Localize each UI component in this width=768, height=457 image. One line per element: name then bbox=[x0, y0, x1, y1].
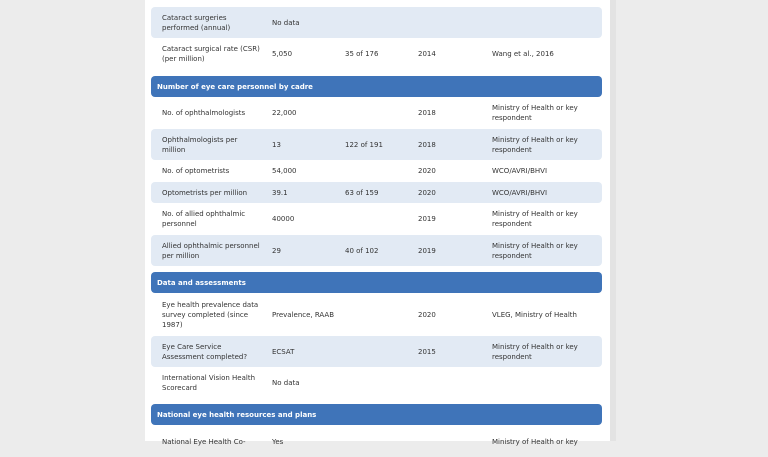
rank: 40 of 102 bbox=[345, 246, 379, 255]
value: 40000 bbox=[272, 215, 295, 223]
content-panel: Cataract surgeries performed (annual) No … bbox=[145, 0, 610, 446]
indicator-label: Eye health prevalence data survey comple… bbox=[162, 300, 259, 329]
table-row: Eye health prevalence data survey comple… bbox=[151, 294, 602, 335]
table-row: National Eye Health Co- Yes Ministry of He… bbox=[151, 427, 602, 457]
table-row: Cataract surgeries performed (annual) No … bbox=[151, 7, 602, 38]
section-header: National eye health resources and plans bbox=[151, 404, 602, 425]
rank: 122 of 191 bbox=[345, 140, 383, 149]
value: No data bbox=[272, 18, 300, 27]
indicator-label: Optometrists per million bbox=[162, 188, 248, 197]
source: Ministry of Health or key respondent bbox=[492, 342, 578, 361]
table-row: Cataract surgical rate (CSR) (per millio… bbox=[151, 38, 602, 70]
table-row: International Vision Health Scorecard No … bbox=[151, 368, 602, 398]
value: Yes bbox=[272, 438, 284, 446]
indicator-label: No. of allied ophthalmic personnel bbox=[162, 210, 246, 228]
table-row: No. of ophthalmologists 22,000 2018 Ministr… bbox=[151, 98, 602, 128]
value: 22,000 bbox=[272, 109, 297, 117]
value: 39.1 bbox=[272, 188, 288, 197]
year: 2014 bbox=[418, 50, 436, 58]
source: Ministry of Health or key respondent bbox=[492, 241, 578, 260]
source: Wang et al., 2016 bbox=[492, 50, 554, 58]
section-header: Data and assessments bbox=[151, 272, 602, 293]
indicator-label: Cataract surgeries performed (annual) bbox=[162, 13, 231, 32]
source: Ministry of Health or key respondent bbox=[492, 104, 578, 122]
year: 2015 bbox=[418, 347, 436, 356]
indicator-label: Cataract surgical rate (CSR) (per millio… bbox=[162, 45, 260, 63]
year: 2019 bbox=[418, 246, 436, 255]
scrollbar[interactable] bbox=[610, 0, 616, 441]
source: Ministry of Health or key bbox=[492, 438, 578, 446]
source: VLEG, Ministry of Health bbox=[492, 310, 577, 319]
indicator-label: Eye Care Service Assessment completed? bbox=[162, 342, 248, 361]
indicator-label: No. of optometrists bbox=[162, 167, 230, 175]
value: 13 bbox=[272, 140, 281, 149]
indicator-label: National Eye Health Co- bbox=[162, 438, 246, 446]
indicator-label: No. of ophthalmologists bbox=[162, 109, 246, 117]
source: Ministry of Health or key respondent bbox=[492, 135, 578, 154]
table-row: Ophthalmologists per million 13 122 of 191… bbox=[151, 129, 602, 160]
indicator-label: Ophthalmologists per million bbox=[162, 135, 238, 154]
value: No data bbox=[272, 379, 300, 387]
year: 2018 bbox=[418, 109, 436, 117]
source: WCO/AVRI/BHVI bbox=[492, 188, 548, 197]
source: Ministry of Health or key respondent bbox=[492, 210, 578, 228]
value: Prevalence, RAAB bbox=[272, 310, 335, 319]
value: 29 bbox=[272, 246, 281, 255]
value: ECSAT bbox=[272, 347, 295, 356]
year: 2020 bbox=[418, 310, 436, 319]
table-row: Eye Care Service Assessment completed? EC… bbox=[151, 336, 602, 367]
year: 2020 bbox=[418, 167, 436, 175]
value: 54,000 bbox=[272, 167, 297, 175]
rank: 63 of 159 bbox=[345, 188, 379, 197]
year: 2020 bbox=[418, 188, 436, 197]
rank: 35 of 176 bbox=[345, 50, 379, 58]
source: WCO/AVRI/BHVI bbox=[492, 167, 548, 175]
year: 2019 bbox=[418, 215, 436, 223]
value: 5,050 bbox=[272, 50, 293, 58]
indicator-label: Allied ophthalmic personnel per million bbox=[162, 241, 260, 260]
table-row: No. of optometrists 54,000 2020 WCO/AVRI/BH… bbox=[151, 161, 602, 181]
indicator-label: International Vision Health Scorecard bbox=[162, 374, 256, 392]
section-header: Number of eye care personnel by cadre bbox=[151, 76, 602, 97]
table-row: Allied ophthalmic personnel per million 2… bbox=[151, 235, 602, 266]
table-row: Optometrists per million 39.1 63 of 159 202… bbox=[151, 182, 602, 203]
year: 2018 bbox=[418, 140, 436, 149]
table-row: No. of allied ophthalmic personnel 40000 2… bbox=[151, 204, 602, 234]
